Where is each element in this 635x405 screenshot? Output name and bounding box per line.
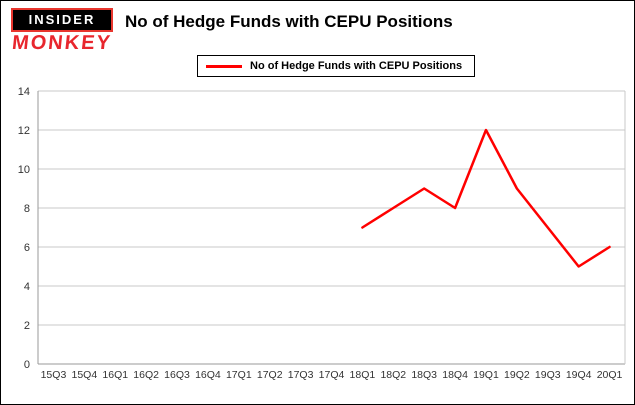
x-tick-label: 15Q4 (71, 369, 97, 381)
series-line (361, 128, 611, 268)
x-tick-label: 18Q1 (350, 369, 376, 381)
y-tick-label: 10 (18, 164, 30, 176)
insider-monkey-logo: INSIDER MONKEY (11, 8, 113, 54)
x-tick-label: 19Q2 (504, 369, 530, 381)
x-tick-label: 17Q3 (288, 369, 314, 381)
x-tick-label: 19Q4 (566, 369, 592, 381)
x-tick-label: 19Q1 (473, 369, 499, 381)
x-tick-label: 17Q4 (319, 369, 345, 381)
x-tick-label: 20Q1 (597, 369, 623, 381)
x-tick-label: 16Q2 (133, 369, 159, 381)
page-title: No of Hedge Funds with CEPU Positions (125, 12, 453, 31)
x-tick-label: 17Q1 (226, 369, 252, 381)
y-tick-label: 14 (18, 86, 30, 98)
chart-legend: No of Hedge Funds with CEPU Positions (197, 55, 476, 77)
y-tick-label: 0 (24, 359, 30, 371)
logo-monkey-text: MONKEY (10, 32, 114, 54)
y-tick-label: 4 (24, 281, 30, 293)
x-tick-label: 19Q3 (535, 369, 561, 381)
logo-insider-text: INSIDER (11, 8, 113, 32)
x-tick-label: 16Q1 (102, 369, 128, 381)
legend-line-swatch (206, 64, 242, 68)
y-tick-label: 8 (24, 203, 30, 215)
y-tick-label: 2 (24, 320, 30, 332)
x-tick-label: 18Q4 (442, 369, 468, 381)
y-tick-label: 12 (18, 125, 30, 137)
x-tick-label: 15Q3 (41, 369, 67, 381)
x-tick-label: 16Q3 (164, 369, 190, 381)
legend-label: No of Hedge Funds with CEPU Positions (250, 60, 463, 72)
x-tick-label: 18Q2 (380, 369, 406, 381)
y-tick-label: 6 (24, 242, 30, 254)
x-tick-label: 18Q3 (411, 369, 437, 381)
x-tick-label: 16Q4 (195, 369, 221, 381)
x-tick-label: 17Q2 (257, 369, 283, 381)
